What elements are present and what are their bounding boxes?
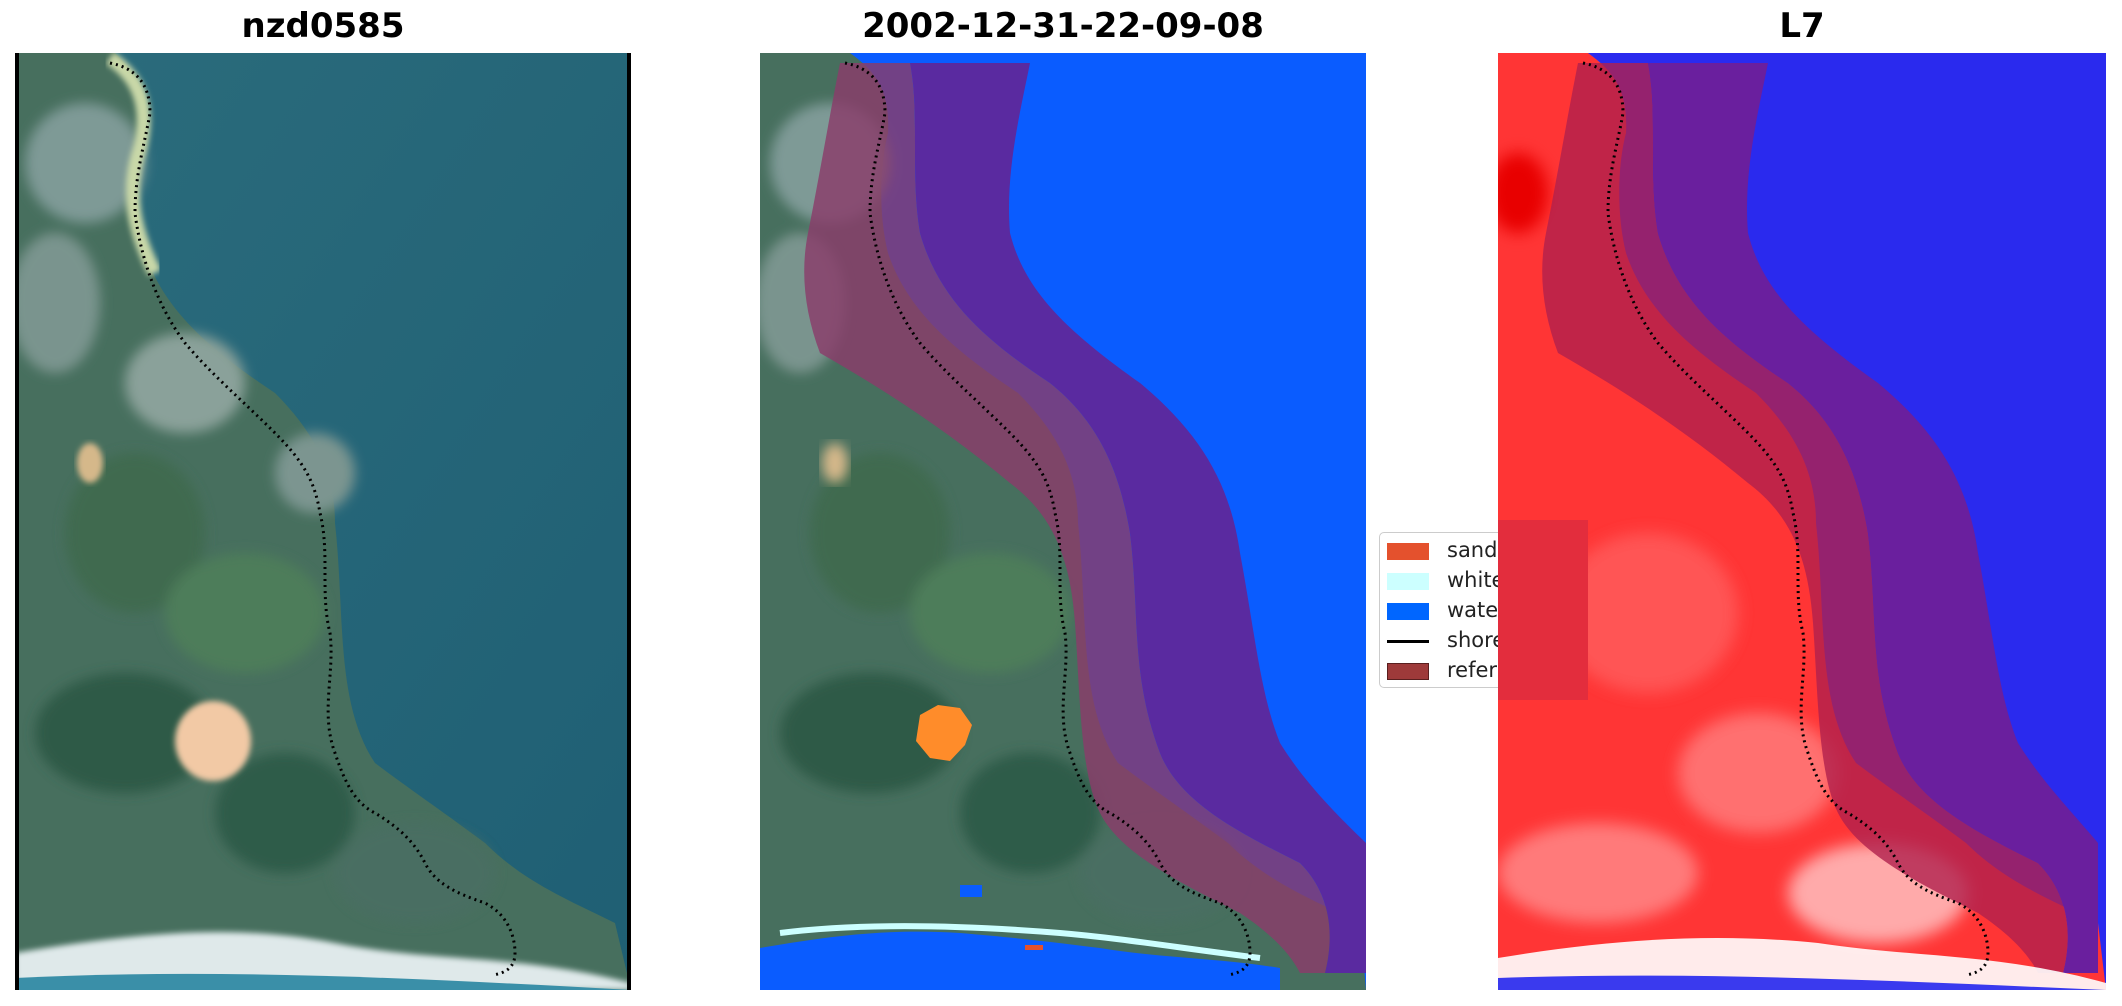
rgb-image (15, 53, 631, 990)
right-border (627, 53, 631, 990)
shoreline (109, 61, 517, 977)
reference-buffer-land (1542, 63, 2068, 973)
index-image (1498, 53, 2106, 990)
legend-label-reference: refer (1447, 658, 1498, 682)
nearshore-water (15, 973, 631, 990)
index-panel (1498, 53, 2106, 990)
legend-line-shore (1387, 640, 1429, 643)
panel-title-satellite: L7 (1779, 6, 1825, 46)
legend-item-white: white (1380, 563, 1578, 593)
white-water-class (779, 923, 1261, 961)
reference-buffer-water (1648, 63, 2098, 973)
classification-panel (760, 53, 1366, 990)
legend-item-sand: sand (1380, 533, 1578, 563)
left-border (15, 53, 19, 990)
shoreline (1582, 61, 1990, 977)
legend-label-sand: sand (1447, 538, 1498, 562)
occluder-image (1498, 520, 1588, 700)
legend-swatch-reference (1387, 663, 1429, 680)
reference-buffer-land (804, 63, 1330, 973)
water-class-spot (960, 885, 982, 897)
legend-label-water: water (1447, 598, 1507, 622)
panel-title-image-name: nzd0585 (241, 6, 405, 46)
rgb-image-panel (15, 53, 631, 990)
sand-class-patch (916, 705, 972, 761)
reference-buffer-water (910, 63, 1366, 973)
legend-item-shore: shore (1380, 623, 1578, 653)
water-class-coast (760, 931, 1280, 990)
nearshore-blue (1498, 975, 2106, 990)
legend-item-reference: refer (1380, 653, 1578, 683)
small-patch (77, 443, 103, 483)
bare-patch (175, 701, 251, 781)
legend-label-shore: shore (1447, 628, 1506, 652)
land-texture (760, 103, 1240, 923)
sand-class-strip (1025, 945, 1043, 950)
legend-swatch-water (1387, 603, 1429, 620)
sand-strip (105, 53, 162, 277)
legend-swatch-white (1387, 573, 1429, 590)
legend-occluder (1498, 520, 1588, 700)
classification-image (760, 53, 1366, 990)
small-patch (822, 443, 848, 483)
legend-swatch-sand (1387, 543, 1429, 560)
shoreline (844, 61, 1252, 977)
panel-title-date: 2002-12-31-22-09-08 (862, 6, 1264, 46)
legend-label-white: white (1447, 568, 1505, 592)
legend-item-water: water (1380, 593, 1578, 623)
